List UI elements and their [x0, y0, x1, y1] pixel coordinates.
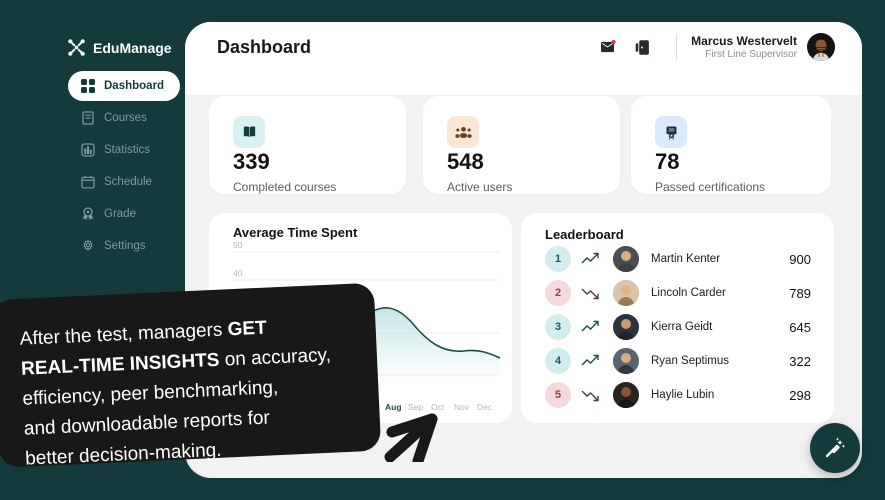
svg-text:Nov: Nov	[454, 402, 470, 412]
svg-text:Dec: Dec	[477, 402, 493, 412]
svg-text:40: 40	[233, 268, 243, 278]
svg-text:50: 50	[233, 240, 243, 250]
